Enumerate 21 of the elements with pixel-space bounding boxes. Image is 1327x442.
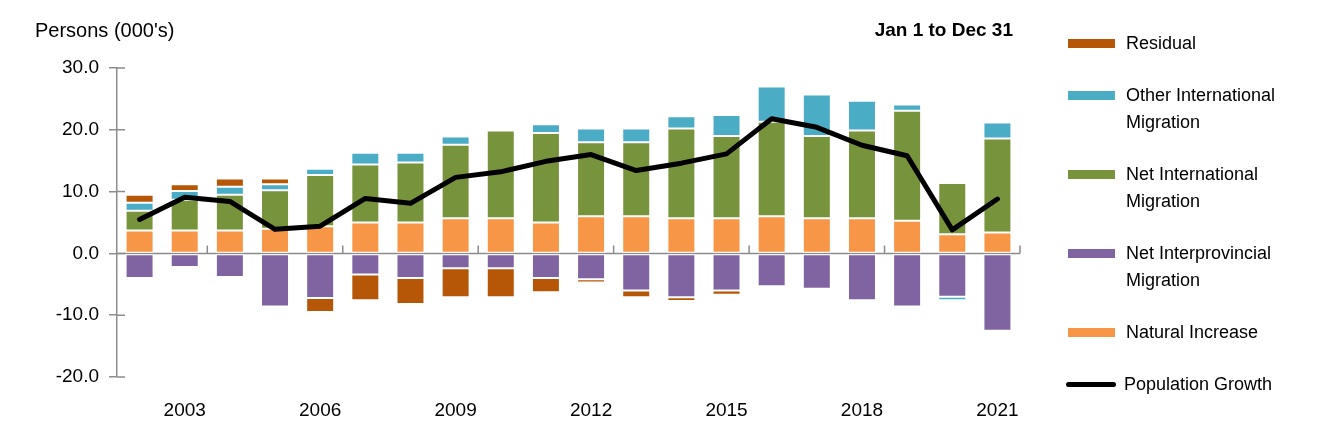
legend-label: Residual (1126, 32, 1198, 55)
x-tick-label: 2009 (434, 398, 477, 420)
legend-label: Population Growth (1124, 373, 1274, 396)
x-tick-label: 2021 (976, 398, 1019, 420)
y-tick-label: -10.0 (55, 303, 99, 325)
x-tick-label: 2006 (299, 398, 342, 420)
legend-label: Net Interprovincial Migration (1126, 242, 1273, 292)
legend-label: Other International Migration (1126, 84, 1277, 134)
y-tick-label: -20.0 (55, 365, 99, 387)
x-tick-label: 2018 (840, 398, 884, 420)
legend-label: Natural Increase (1126, 321, 1260, 344)
y-tick-label: 20.0 (62, 118, 99, 140)
x-tick-label: 2015 (705, 398, 748, 420)
y-tick-label: 10.0 (62, 179, 99, 201)
x-tick-label: 2003 (163, 398, 206, 420)
y-tick-label: 30.0 (62, 56, 99, 78)
y-tick-label: 0.0 (72, 241, 99, 263)
y-axis-title: Persons (000's) (35, 18, 175, 43)
chart-subtitle: Jan 1 to Dec 31 (874, 18, 1013, 42)
legend-label: Net International Migration (1126, 163, 1260, 213)
x-tick-label: 2012 (569, 398, 613, 420)
